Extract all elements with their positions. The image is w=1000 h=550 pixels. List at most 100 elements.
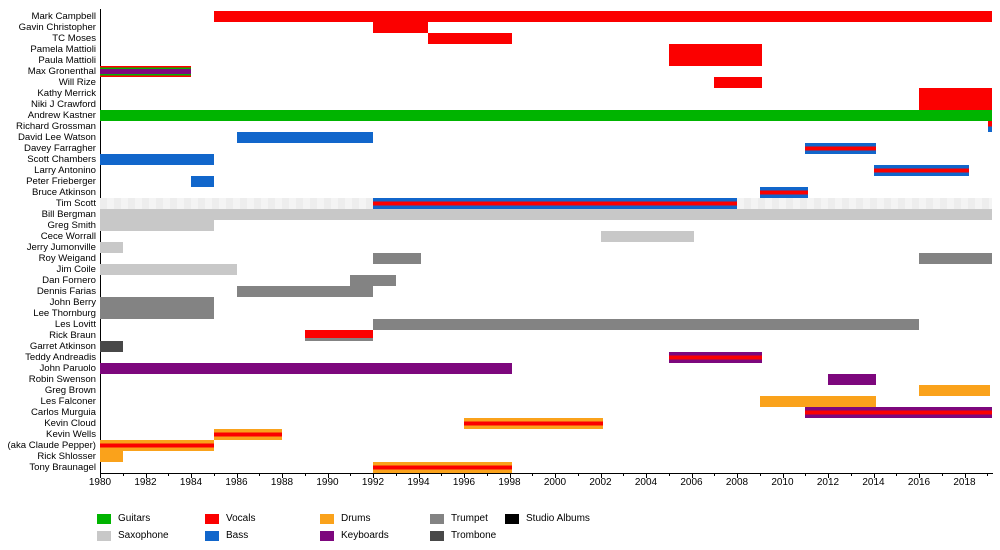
member-row-label: Greg Smith bbox=[47, 219, 96, 231]
timeline-bar-vocals bbox=[714, 76, 763, 88]
timeline-bar-trumpet bbox=[373, 318, 919, 330]
member-row-label: David Lee Watson bbox=[17, 131, 96, 143]
member-row-label: Greg Brown bbox=[44, 384, 96, 396]
member-row-label: Niki J Crawford bbox=[30, 98, 96, 110]
legend: Guitars Vocals Drums Trumpet Studio Albums Sa… bbox=[0, 505, 1000, 550]
year-tick-label: 2004 bbox=[634, 477, 658, 488]
x-axis-line bbox=[100, 473, 993, 474]
member-row-label: Jim Coile bbox=[56, 263, 96, 275]
year-tick bbox=[941, 473, 943, 476]
year-tick bbox=[987, 473, 989, 476]
legend-swatch-guitars bbox=[97, 514, 111, 524]
year-tick bbox=[850, 473, 852, 476]
year-tick bbox=[646, 473, 647, 478]
year-tick bbox=[668, 473, 670, 476]
year-tick-label: 1982 bbox=[134, 477, 157, 488]
year-tick-label: 1992 bbox=[361, 477, 385, 488]
timeline-bar-vocals bbox=[373, 21, 428, 33]
timeline-bar-vocals bbox=[668, 43, 763, 55]
legend-label: Keyboards bbox=[341, 530, 389, 541]
year-tick bbox=[395, 473, 397, 476]
timeline-bar-guitars bbox=[100, 109, 992, 121]
timeline-bar-trumpet bbox=[373, 252, 421, 264]
timeline-bar-drums-vocals bbox=[373, 461, 512, 473]
year-tick-label: 1990 bbox=[316, 477, 339, 488]
timeline-bar-vocals-bass bbox=[988, 120, 992, 132]
legend-label: Studio Albums bbox=[526, 513, 590, 524]
member-row-label: Roy Weigand bbox=[38, 252, 96, 264]
member-row-label: Bruce Atkinson bbox=[32, 186, 96, 198]
timeline-bar-bass bbox=[100, 153, 214, 165]
legend-label: Vocals bbox=[226, 513, 256, 524]
year-tick-label: 1986 bbox=[225, 477, 248, 488]
year-tick bbox=[759, 473, 761, 476]
year-tick bbox=[532, 473, 534, 476]
member-row-label: Dan Fornero bbox=[42, 274, 96, 286]
timeline-bar-drums-vocals bbox=[100, 439, 214, 451]
member-row-label: Dennis Farias bbox=[36, 285, 96, 297]
timeline-bar-bass-vocals bbox=[373, 197, 737, 209]
timeline-bar-vocals bbox=[213, 10, 992, 22]
year-tick bbox=[236, 473, 238, 478]
timeline-bar-drums bbox=[919, 384, 990, 396]
timeline-bar-vocals bbox=[668, 54, 763, 66]
member-row-label: Teddy Andreadis bbox=[25, 351, 96, 363]
year-tick bbox=[213, 473, 215, 476]
year-tick bbox=[919, 473, 920, 478]
member-row-label: Robin Swenson bbox=[28, 373, 96, 385]
year-tick-label: 2002 bbox=[589, 477, 612, 488]
year-tick-label: 1984 bbox=[179, 477, 203, 488]
year-tick-label: 1988 bbox=[270, 477, 294, 488]
timeline-bar-saxophone bbox=[100, 208, 992, 220]
member-row-label: Max Gronenthal bbox=[27, 65, 96, 77]
year-tick-label: 1980 bbox=[88, 477, 112, 488]
year-tick bbox=[486, 473, 488, 476]
year-tick bbox=[304, 473, 306, 476]
timeline-bar-saxophone bbox=[100, 219, 214, 231]
year-tick bbox=[191, 473, 192, 478]
member-row-label: Tim Scott bbox=[55, 197, 96, 209]
member-row-label: Paula Mattioli bbox=[38, 54, 96, 66]
year-tick bbox=[145, 473, 147, 478]
year-tick-label: 2012 bbox=[816, 477, 840, 488]
year-tick-label: 2018 bbox=[953, 477, 976, 488]
year-tick bbox=[464, 473, 465, 478]
legend-swatch-drums bbox=[320, 514, 334, 524]
legend-swatch-saxophone bbox=[97, 531, 111, 541]
plot-area bbox=[100, 10, 992, 474]
timeline-bar-saxophone bbox=[600, 230, 694, 242]
year-tick bbox=[168, 473, 170, 476]
timeline-bar-saxophone bbox=[100, 241, 123, 253]
member-row-label: Andrew Kastner bbox=[27, 109, 96, 121]
member-name-labels: Mark Campbell Gavin Christopher TC Moses Pa… bbox=[0, 0, 96, 473]
year-tick bbox=[873, 473, 875, 478]
member-row-label: Kevin Wells bbox=[46, 428, 96, 440]
year-tick bbox=[828, 473, 829, 478]
year-tick bbox=[600, 473, 602, 478]
member-row-label: (aka Claude Pepper) bbox=[7, 439, 96, 451]
year-tick-label: 2006 bbox=[680, 477, 703, 488]
timeline-bar-vocals-guitars-keyboards bbox=[100, 65, 191, 77]
year-tick bbox=[327, 473, 329, 478]
timeline-bar-keyboards-vocals bbox=[805, 406, 992, 418]
member-row-label: Will Rize bbox=[58, 76, 96, 88]
member-row-label: TC Moses bbox=[52, 32, 96, 44]
timeline-bar-keyboards-vocals bbox=[668, 351, 763, 363]
legend-label: Drums bbox=[341, 513, 371, 524]
member-row-label: Gavin Christopher bbox=[18, 21, 96, 33]
member-row-label: Cece Worrall bbox=[40, 230, 96, 242]
timeline-bar-bass-vocals bbox=[873, 164, 970, 176]
timeline-bar-bass-vocals bbox=[759, 186, 808, 198]
legend-swatch-trombone bbox=[430, 531, 444, 541]
year-tick-label: 2014 bbox=[862, 477, 885, 488]
timeline-bar-bass-vocals bbox=[805, 142, 876, 154]
legend-label: Trombone bbox=[451, 530, 497, 541]
year-tick-label: 2000 bbox=[543, 477, 567, 488]
member-row-label: Les Lovitt bbox=[54, 318, 96, 330]
year-tick bbox=[714, 473, 716, 476]
timeline-bar-vocals-trumpet bbox=[304, 329, 373, 341]
member-row-label: Peter Frieberger bbox=[26, 175, 96, 187]
year-tick bbox=[896, 473, 898, 476]
member-row-label: Jerry Jumonville bbox=[26, 241, 96, 253]
year-tick bbox=[509, 473, 511, 478]
